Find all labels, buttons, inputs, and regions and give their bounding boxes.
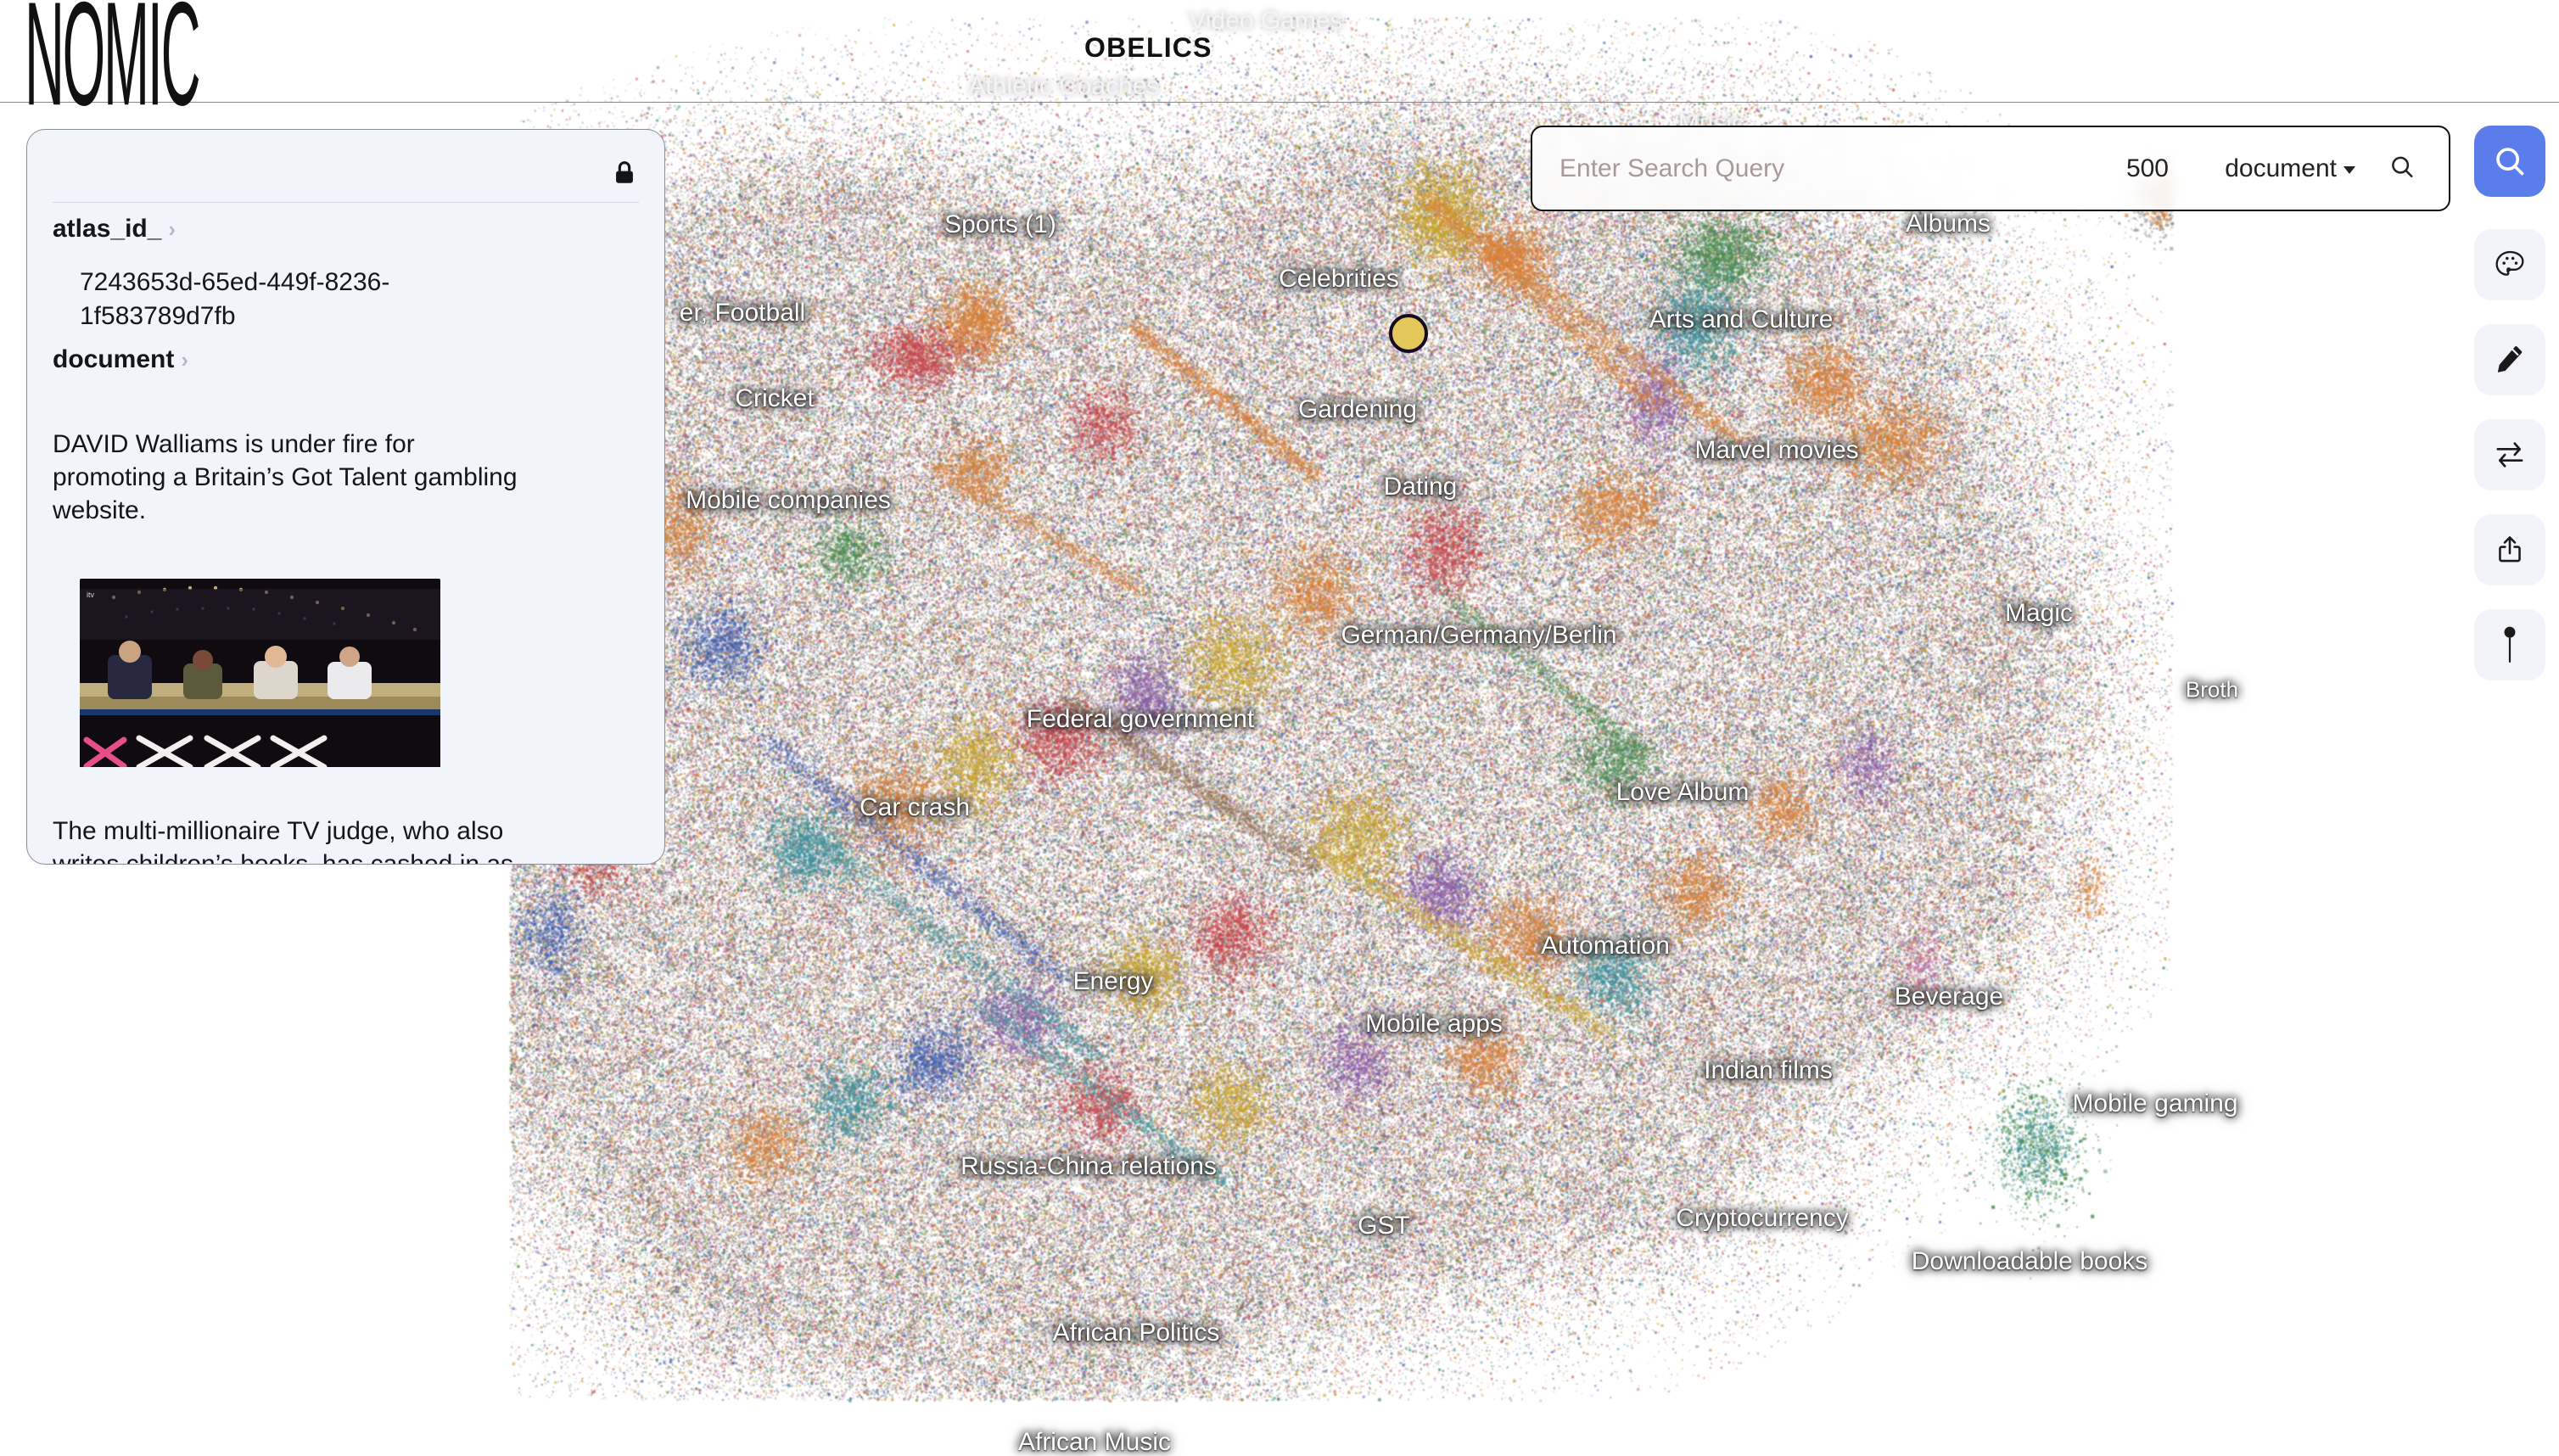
svg-text:itv: itv <box>87 591 95 599</box>
